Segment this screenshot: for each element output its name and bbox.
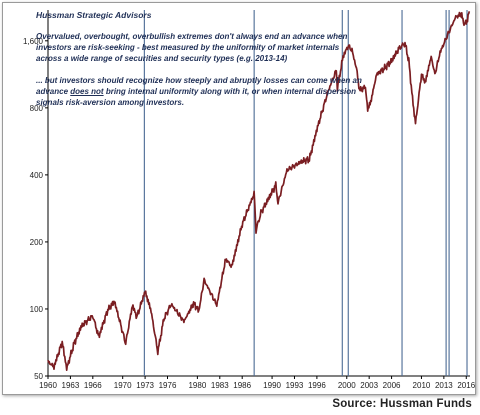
x-tick-label: 2013 [435, 381, 453, 390]
y-tick-label: 200 [30, 238, 44, 247]
source-note: Source: Hussman Funds [332, 398, 472, 410]
annotation-2-underlined: does not [70, 87, 104, 96]
x-tick-label: 2016 [457, 381, 475, 390]
x-tick-label: 1966 [84, 381, 102, 390]
annotation-1: Overvalued, overbought, overbullish extr… [36, 32, 348, 63]
chart: 50 100 200 400 800 1,600 1960 1963 1966 1970 1973… [23, 10, 476, 390]
brand-title: Hussman Strategic Advisors [36, 10, 152, 20]
annotation-2-part-1: ... but investors should recognize how s… [36, 76, 362, 96]
x-tick-label: 1990 [263, 381, 281, 390]
x-tick-label: 1960 [39, 381, 57, 390]
y-tick-label: 100 [30, 305, 44, 314]
series-layer [47, 11, 471, 372]
event-markers [143, 10, 468, 376]
y-tick-label: 400 [30, 171, 44, 180]
x-tick-label: 1973 [136, 381, 154, 390]
x-ticks: 1960 1963 1966 1970 1973 1976 1980 1983 1986 1990… [39, 376, 476, 390]
y-tick-label: 1,600 [23, 37, 44, 46]
x-tick-label: 1980 [188, 381, 206, 390]
x-tick-label: 1983 [211, 381, 229, 390]
x-tick-label: 1970 [114, 381, 132, 390]
x-tick-label: 2000 [338, 381, 356, 390]
x-tick-label: 2003 [360, 381, 378, 390]
y-tick-label: 800 [30, 104, 44, 113]
series-line [47, 11, 471, 372]
x-tick-label: 1976 [159, 381, 177, 390]
x-tick-label: 2010 [413, 381, 431, 390]
annotation-2-part-2: bring internal uniformity along with it,… [36, 87, 357, 107]
x-tick-label: 1996 [308, 381, 326, 390]
y-tick-label: 50 [34, 372, 43, 381]
x-tick-label: 1986 [233, 381, 251, 390]
x-tick-label: 2006 [383, 381, 401, 390]
x-tick-label: 1993 [286, 381, 304, 390]
annotation-2: ... but investors should recognize how s… [36, 75, 366, 108]
x-tick-label: 1963 [62, 381, 80, 390]
y-ticks: 50 100 200 400 800 1,600 [23, 37, 48, 381]
